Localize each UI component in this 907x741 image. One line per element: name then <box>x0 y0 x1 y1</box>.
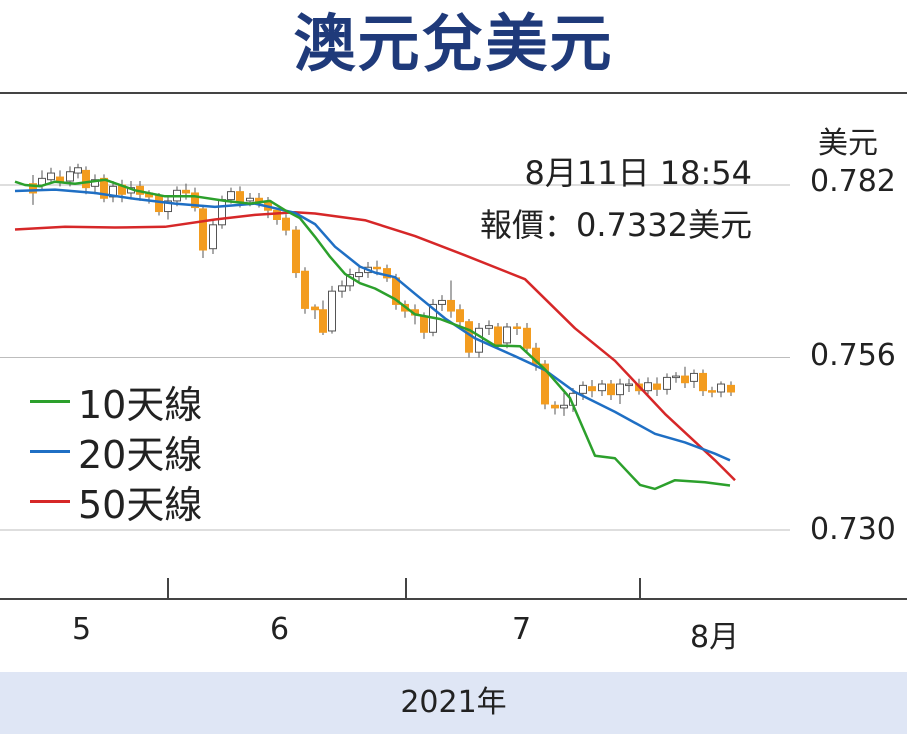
candle-down <box>653 383 661 390</box>
ma10-line <box>14 178 731 491</box>
candle-up <box>227 191 235 201</box>
candle-down <box>494 326 502 345</box>
candle-up <box>91 179 99 187</box>
x-tick-label: 7 <box>512 612 532 647</box>
candle-down <box>708 390 716 393</box>
candle-down <box>513 326 521 329</box>
candle-down <box>681 375 689 384</box>
candle-up <box>644 382 652 392</box>
candle-up <box>690 372 698 382</box>
candle-down <box>456 309 464 323</box>
candle-up <box>598 383 606 392</box>
x-tick-label: 5 <box>72 612 92 647</box>
legend-item-ma20: 20天線 <box>30 424 202 479</box>
legend-swatch <box>30 500 70 503</box>
x-tick-label: 8月 <box>690 620 740 655</box>
candle-up <box>438 299 446 305</box>
candle-up <box>338 285 346 292</box>
candle-up <box>109 185 117 198</box>
grid-lines <box>0 184 790 531</box>
candle-down <box>56 176 64 182</box>
y-tick-label: 0.782 <box>810 164 896 199</box>
quote-timestamp: 8月11日 18:54 <box>524 154 752 192</box>
candle-up <box>209 224 217 250</box>
moving-average-lines <box>14 178 736 491</box>
legend-swatch <box>30 450 70 453</box>
legend-swatch <box>30 400 70 403</box>
candle-down <box>541 363 549 405</box>
x-axis-ticks <box>167 578 641 598</box>
candle-down <box>551 404 559 409</box>
candle-down <box>82 169 90 189</box>
legend-label: 10天線 <box>78 383 203 427</box>
candlesticks <box>29 163 735 416</box>
candle-down <box>373 266 381 270</box>
year-footer: 2021年 <box>0 672 907 734</box>
ma20-line <box>14 188 731 462</box>
candle-up <box>616 383 624 396</box>
candle-up <box>164 200 172 213</box>
legend-label: 20天線 <box>78 433 203 477</box>
ma50-line <box>14 210 736 482</box>
candle-down <box>273 209 281 220</box>
candle-down <box>319 309 327 333</box>
candle-up <box>625 383 633 387</box>
candle-up <box>672 375 680 379</box>
chart-frame <box>0 92 907 600</box>
candle-up <box>328 290 336 332</box>
candle-up <box>218 199 226 226</box>
candle-down <box>236 191 244 203</box>
candle-down <box>523 327 531 349</box>
y-tick-label: 0.730 <box>810 512 896 547</box>
candle-up <box>579 384 587 394</box>
candle-down <box>311 306 319 311</box>
y-tick-label: 0.756 <box>810 338 896 373</box>
candle-down <box>191 192 199 209</box>
legend-label: 50天線 <box>78 483 203 527</box>
candle-up <box>66 171 74 182</box>
candle-down <box>29 183 37 194</box>
candle-up <box>74 167 82 174</box>
y-axis-unit: 美元 <box>818 126 878 161</box>
candle-down <box>199 208 207 251</box>
candle-up <box>485 325 493 329</box>
quote-price: 報價：0.7332美元 <box>480 206 752 244</box>
candle-up <box>246 197 254 202</box>
candle-down <box>607 383 615 396</box>
candle-up <box>560 404 568 409</box>
candle-up <box>47 172 55 181</box>
candle-down <box>588 386 596 392</box>
candle-down <box>182 189 190 194</box>
candle-down <box>282 217 290 231</box>
legend-item-ma50: 50天線 <box>30 474 202 529</box>
candle-down <box>699 372 707 392</box>
candle-up <box>663 376 671 390</box>
candle-up <box>355 272 363 278</box>
candle-up <box>503 326 511 344</box>
legend-item-ma10: 10天線 <box>30 374 202 429</box>
candle-down <box>383 268 391 279</box>
candle-down <box>420 315 428 333</box>
x-tick-label: 6 <box>270 612 290 647</box>
candle-down <box>292 229 300 274</box>
candle-up <box>717 383 725 393</box>
candle-down <box>155 195 163 213</box>
chart-title: 澳元兌美元 <box>293 7 614 80</box>
candle-down <box>447 299 455 312</box>
candle-down <box>301 270 309 309</box>
candle-down <box>100 177 108 199</box>
candle-down <box>727 384 735 393</box>
